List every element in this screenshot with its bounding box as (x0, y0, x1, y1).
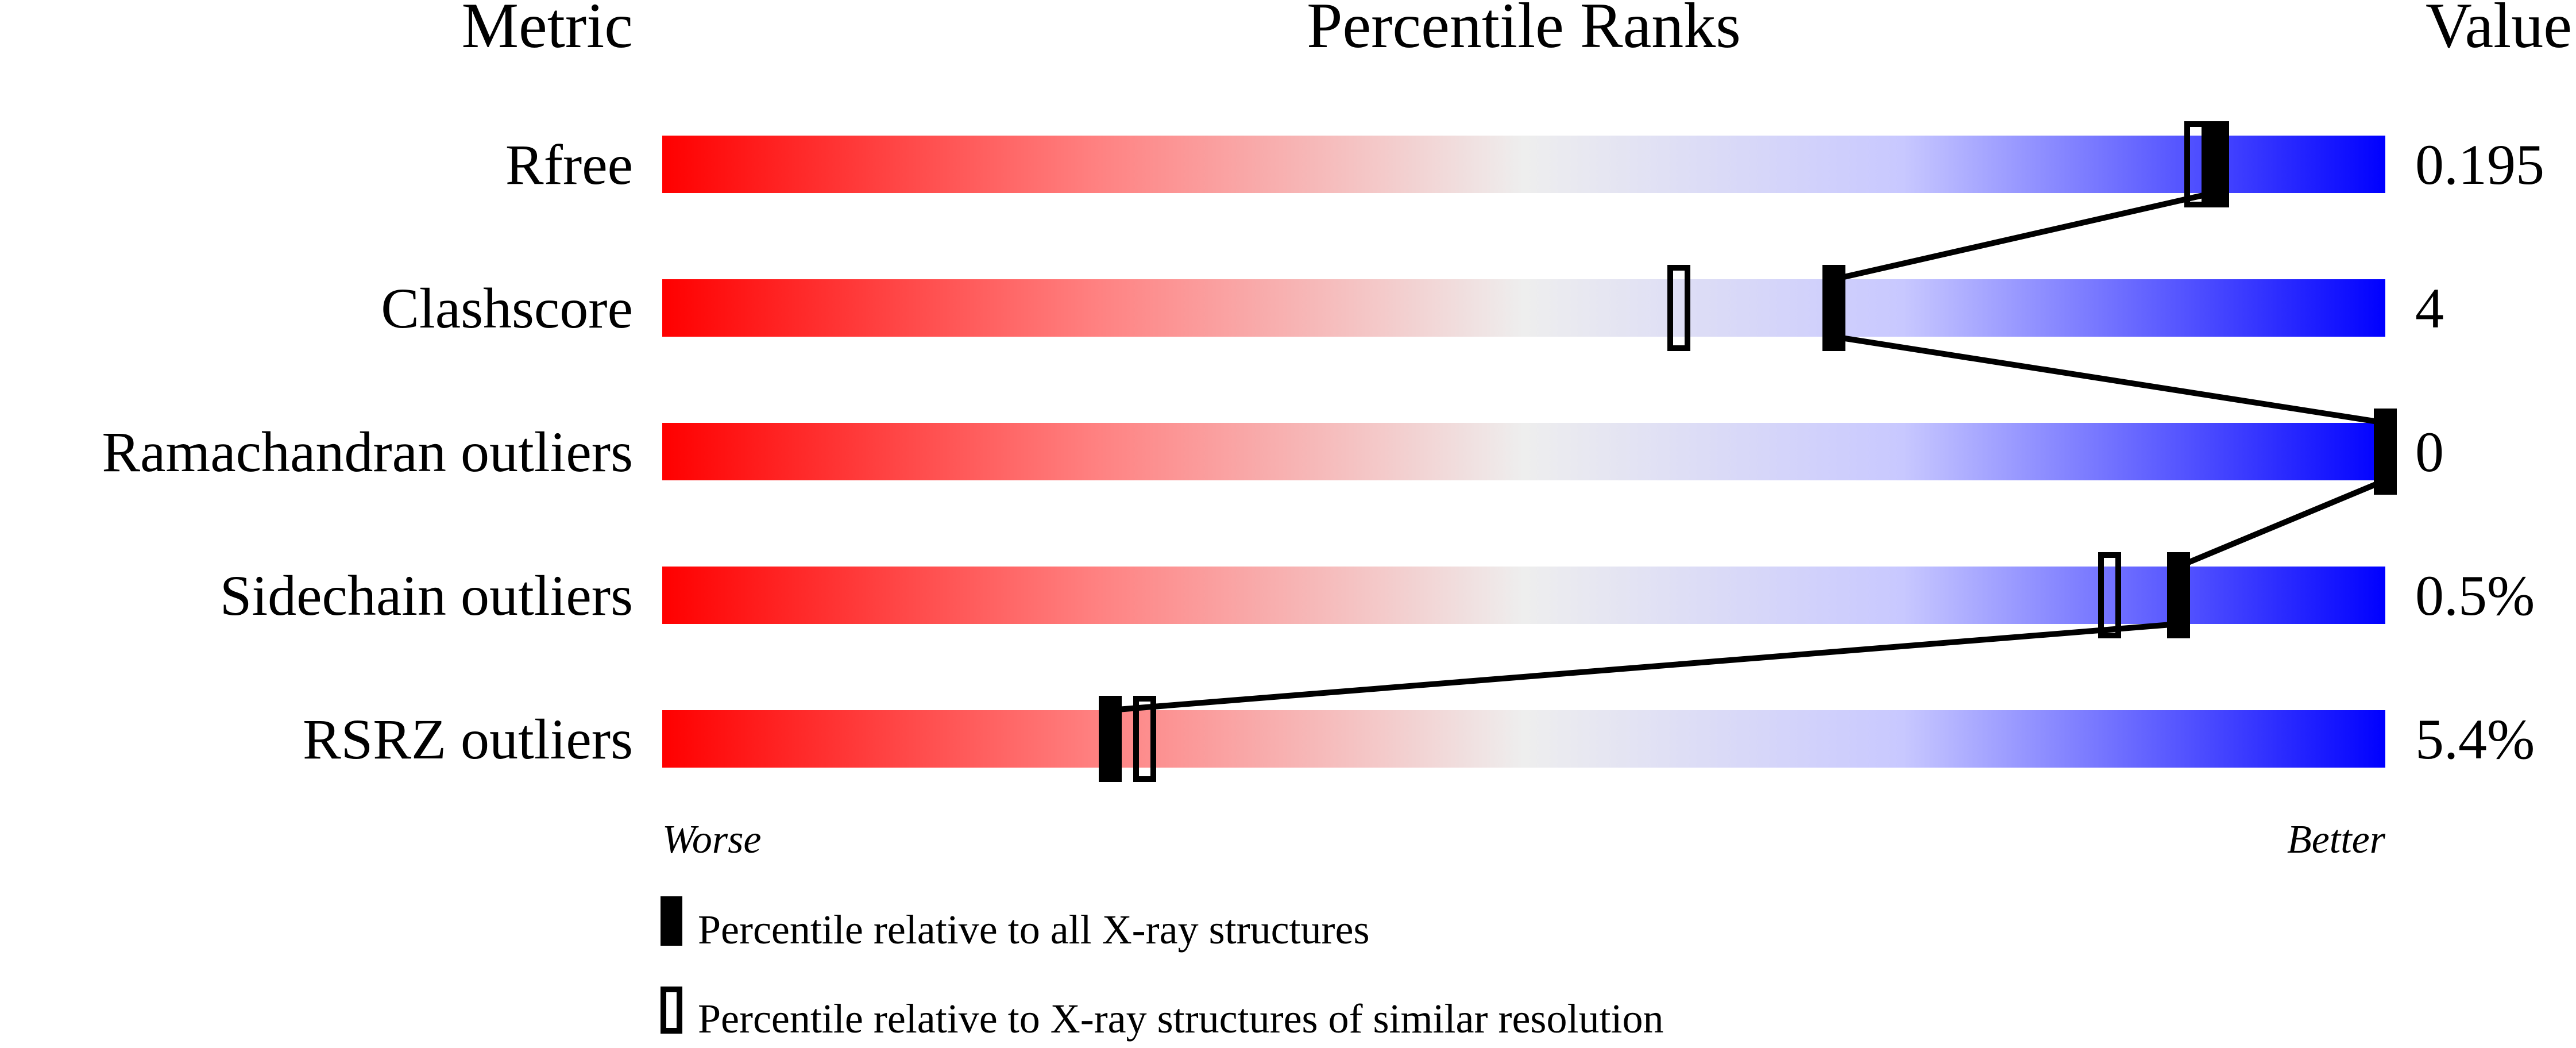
all-structures-marker (2374, 409, 2397, 495)
legend-similar-label: Percentile relative to X-ray structures … (698, 996, 1663, 1042)
similar-resolution-marker (2098, 552, 2121, 638)
connector-line (2177, 477, 2386, 569)
percentile-bar (662, 567, 2385, 624)
all-structures-marker (1099, 696, 1122, 782)
legend: Percentile relative to all X-ray structu… (661, 896, 1663, 1042)
metric-value: 5.4% (2415, 707, 2535, 771)
metric-value: 4 (2415, 276, 2444, 340)
all-structures-marker (2167, 552, 2190, 638)
metric-rows: Rfree 0.195 Clashscore 4 Ramachandran outlie… (102, 133, 2544, 771)
percentile-markers (1099, 121, 2397, 782)
percentile-bar (662, 710, 2385, 768)
axis-label-worse: Worse (662, 818, 761, 862)
all-structures-marker (2206, 121, 2229, 207)
connector-line (1833, 334, 2386, 426)
percentile-bar (662, 279, 2385, 337)
connector-line (1833, 190, 2214, 282)
all-structures-marker (1822, 265, 1845, 351)
similar-resolution-marker (2184, 121, 2207, 207)
metric-label: RSRZ outliers (303, 707, 633, 771)
legend-all-label: Percentile relative to all X-ray structu… (698, 907, 1370, 953)
header-value: Value (2426, 0, 2572, 61)
metric-label: Clashscore (381, 276, 633, 340)
header-percentile-ranks: Percentile Ranks (1307, 0, 1741, 61)
similar-resolution-marker (1667, 265, 1690, 351)
legend-open-marker (661, 987, 682, 1034)
metric-label: Ramachandran outliers (102, 420, 633, 484)
metric-label: Sidechain outliers (220, 564, 633, 627)
header-metric: Metric (461, 0, 633, 61)
similar-resolution-marker (1133, 696, 1156, 782)
metric-label: Rfree (505, 133, 633, 196)
legend-filled-marker (661, 896, 682, 946)
metric-value: 0.5% (2415, 564, 2535, 627)
percentile-bar (662, 423, 2385, 480)
axis-label-better: Better (2287, 818, 2386, 862)
percentile-bar (662, 136, 2385, 193)
metric-value: 0 (2415, 420, 2444, 484)
connector-line (1110, 621, 2179, 713)
metric-value: 0.195 (2415, 133, 2544, 196)
